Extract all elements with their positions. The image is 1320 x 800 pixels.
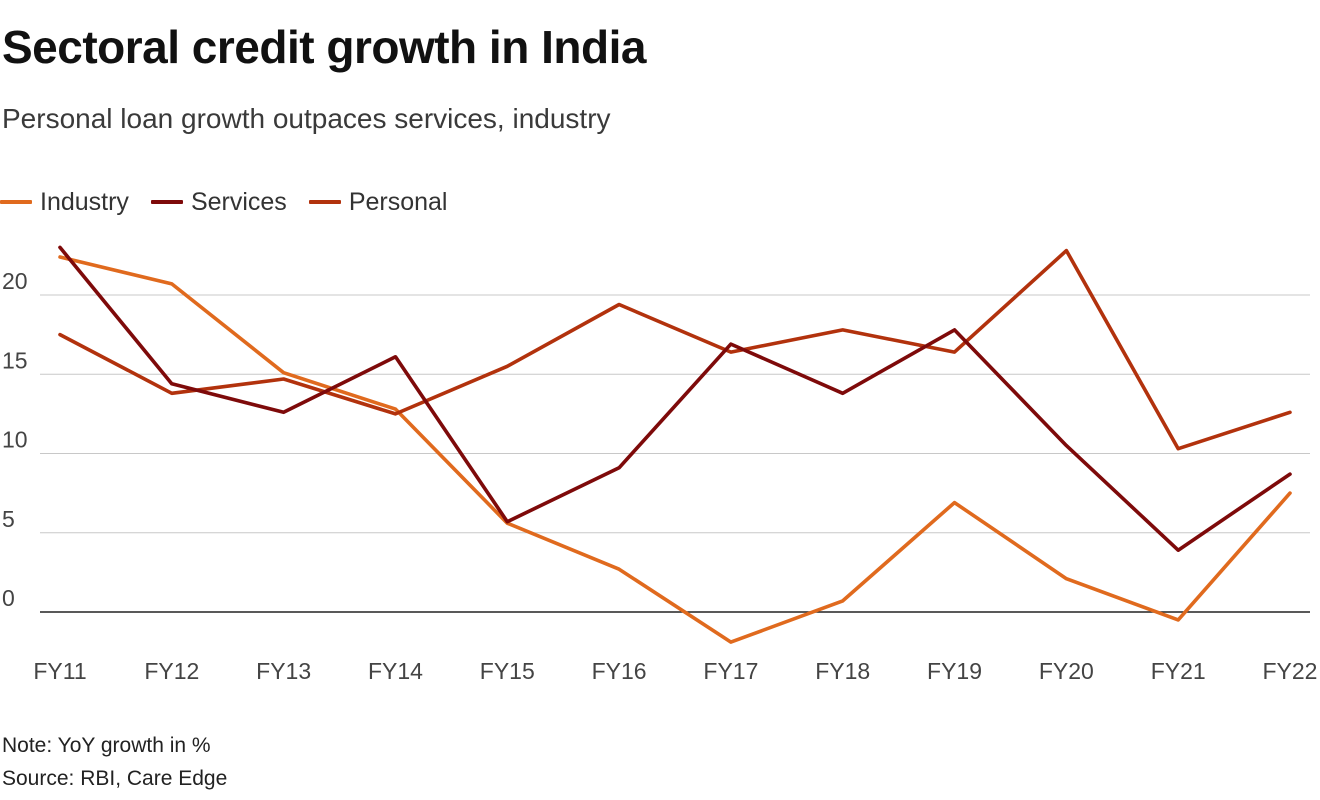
- y-tick-label: 20: [2, 268, 28, 294]
- legend-item-industry: Industry: [0, 188, 129, 217]
- x-tick-label: FY11: [33, 658, 86, 684]
- legend-swatch: [308, 200, 341, 204]
- chart-source: Source: RBI, Care Edge: [2, 767, 228, 790]
- chart-legend: Industry Services Personal: [0, 186, 469, 218]
- x-tick-label: FY16: [592, 658, 647, 684]
- series-line-industry: [58, 255, 1292, 644]
- x-tick-label: FY15: [480, 658, 535, 684]
- x-tick-label: FY18: [815, 658, 870, 684]
- line-chart: 0 5 10 15 20 FY11 FY12 FY13 FY14 FY15 FY16 FY17 FY18…: [2, 245, 1318, 684]
- legend-label: Personal: [348, 187, 448, 216]
- x-tick-label: FY21: [1151, 658, 1206, 684]
- x-tick-label: FY22: [1263, 658, 1318, 684]
- legend-item-services: Services: [150, 187, 287, 217]
- x-tick-label: FY19: [927, 658, 982, 684]
- x-tick-label: FY14: [368, 658, 423, 684]
- y-tick-label: 15: [2, 347, 28, 373]
- legend-label: Services: [190, 187, 287, 216]
- legend-swatch: [0, 200, 32, 204]
- x-tick-label: FY13: [256, 658, 311, 684]
- y-tick-label: 0: [2, 585, 15, 611]
- chart-title: Sectoral credit growth in India: [2, 21, 646, 73]
- y-tick-label: 10: [2, 427, 28, 453]
- chart-subtitle: Personal loan growth outpaces services, …: [2, 103, 611, 134]
- x-tick-label: FY12: [144, 658, 199, 684]
- x-tick-label: FY17: [703, 658, 758, 684]
- chart-note: Note: YoY growth in %: [2, 734, 211, 757]
- legend-label: Industry: [40, 187, 129, 216]
- x-tick-label: FY20: [1039, 658, 1094, 684]
- legend-item-personal: Personal: [308, 187, 448, 217]
- y-tick-label: 5: [2, 506, 15, 532]
- series-line-services: [58, 245, 1292, 553]
- legend-swatch: [150, 200, 183, 204]
- series-line-personal: [58, 248, 1292, 451]
